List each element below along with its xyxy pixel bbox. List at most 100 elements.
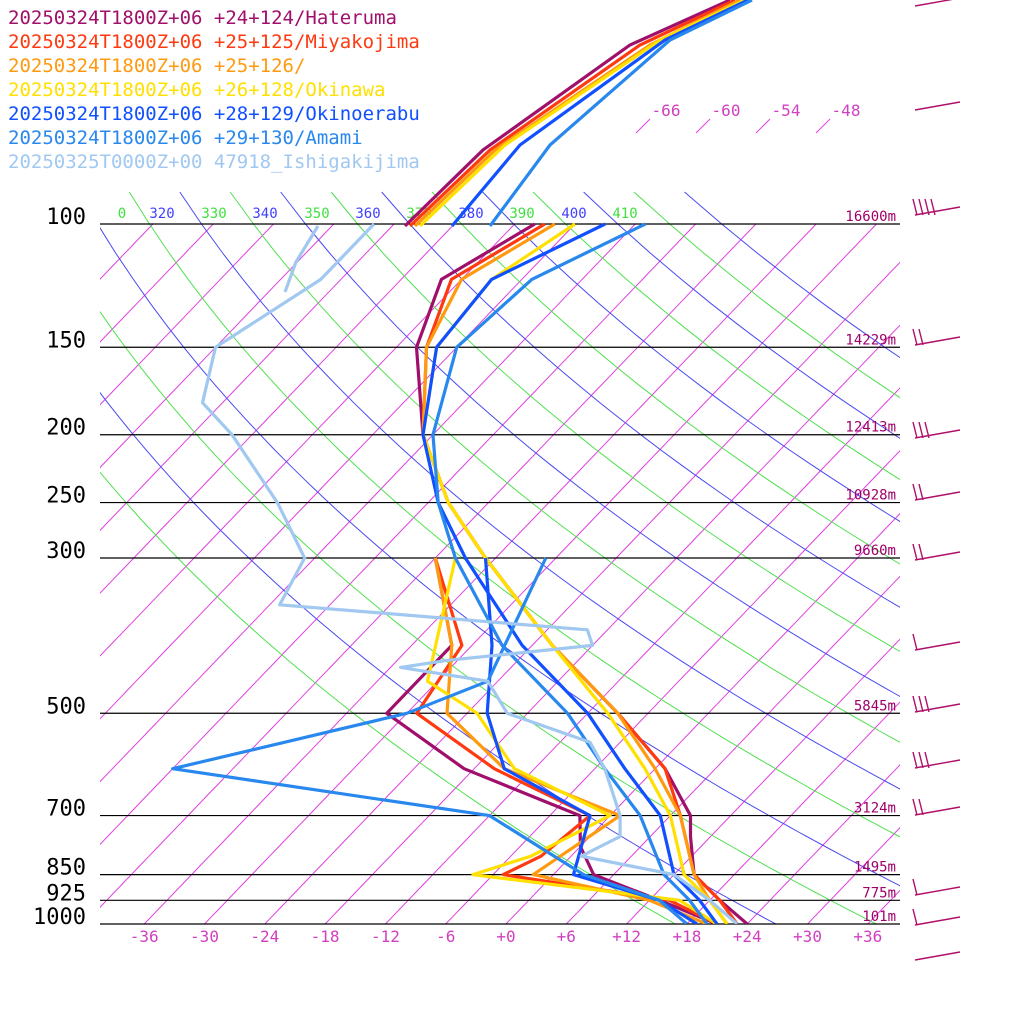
mixing-ratio-tick	[815, 118, 831, 134]
wind-barb	[912, 483, 961, 501]
wind-barb-feather	[918, 751, 924, 769]
ishigaki-upper	[283, 225, 320, 293]
temperature-line-upper	[418, 0, 746, 228]
pressure-label: 200	[46, 416, 86, 441]
dry-adiabat-line	[684, 191, 900, 359]
theta-label: 400	[561, 206, 586, 222]
wind-barb	[912, 878, 961, 896]
temperature-tick-label: -12	[371, 927, 400, 946]
dewpoint-line	[433, 557, 708, 924]
wind-barb	[912, 421, 961, 439]
dewpoint-line	[425, 557, 718, 924]
isotherm-line	[445, 450, 900, 924]
isotherm-line	[100, 223, 576, 720]
isotherm-line	[746, 764, 900, 924]
temperature-tick-label: -18	[311, 927, 340, 946]
wind-barb-feather	[918, 483, 924, 501]
isotherm-line	[807, 826, 900, 924]
isotherm-line	[988, 224, 1024, 924]
mixing-ratio-label: -66	[652, 101, 681, 120]
wind-barb	[914, 951, 961, 961]
temperature-tick-label: +24	[733, 927, 762, 946]
mixing-ratio-label: -60	[712, 101, 741, 120]
temperature-line-upper	[413, 0, 741, 228]
theta-label: 350	[304, 206, 329, 222]
wind-barb-feather	[918, 328, 924, 346]
isotherm-line	[100, 223, 696, 846]
mixing-ratio-tick	[635, 118, 651, 134]
height-label: 16600m	[845, 209, 896, 225]
wind-barb	[914, 0, 953, 7]
pressure-label: 100	[46, 205, 86, 230]
dry-adiabat-line	[381, 191, 900, 608]
series-upper	[283, 0, 753, 293]
legend-entry: 20250324T1800Z+06 +24+124/Hateruma	[8, 7, 397, 29]
temperature-tick-label: -6	[436, 927, 455, 946]
height-label: 101m	[862, 909, 896, 925]
isotherms	[100, 223, 1024, 924]
isotherm-line	[867, 889, 900, 924]
wind-barb-staff	[914, 641, 961, 651]
wind-barb-feather	[912, 908, 918, 926]
dry-adiabat-line	[431, 191, 900, 565]
legend-entry: 20250325T0000Z+00 47918_Ishigakijima	[8, 151, 420, 173]
wind-barb-feather	[912, 198, 918, 216]
dry-adiabat-line	[482, 191, 900, 523]
dry-adiabat-line	[229, 191, 900, 743]
temperature-tick-label: -24	[250, 927, 279, 946]
pressure-label: 300	[46, 539, 86, 564]
height-label: 1495m	[854, 860, 896, 876]
height-label: 3124m	[854, 801, 896, 817]
series-clip	[171, 222, 749, 924]
wind-barb-feather	[912, 328, 918, 346]
pressure-label: 925	[46, 881, 86, 906]
wind-barb-feather	[912, 421, 918, 439]
height-label: 775m	[862, 885, 896, 901]
temperature-tick-label: +0	[496, 927, 515, 946]
temperature-tick-label: +6	[557, 927, 576, 946]
wind-barb	[912, 543, 961, 561]
pressure-label: 700	[46, 797, 86, 822]
wind-barb-feather	[912, 483, 918, 501]
temperature-line	[421, 222, 729, 924]
wind-barb-feather	[924, 751, 930, 769]
pressure-label: 1000	[33, 905, 86, 930]
temperature-line	[414, 222, 749, 924]
height-label: 12413m	[845, 420, 896, 436]
wind-barb-feather	[918, 543, 924, 561]
theta-label: 360	[355, 206, 380, 222]
wind-barb	[912, 328, 961, 346]
wind-barb	[912, 695, 961, 713]
dry-adiabat-line	[100, 471, 677, 924]
mixing-ratio-label: -54	[772, 101, 801, 120]
isotherm-line	[565, 575, 900, 924]
wind-barb-feather	[918, 421, 924, 439]
mixing-ratio-tick	[755, 118, 771, 134]
temperature-tick-label: -36	[130, 927, 159, 946]
wind-barb-staff	[914, 951, 961, 961]
temperature-tick-label: -30	[190, 927, 219, 946]
dry-adiabats	[100, 191, 900, 924]
theta-label: 0	[118, 206, 126, 222]
temperature-line	[421, 222, 719, 924]
wind-barb-staff	[914, 886, 961, 896]
pressure-label: 150	[46, 328, 86, 353]
pressure-label: 500	[46, 694, 86, 719]
legend: 20250324T1800Z+06 +24+124/Hateruma 202503…	[8, 7, 420, 173]
wind-barb	[912, 908, 961, 926]
isotherm-line	[100, 223, 214, 343]
sounding-series	[171, 0, 753, 924]
isotherm-line	[100, 223, 757, 908]
temperature-tick-label: +36	[853, 927, 882, 946]
dewpoint-line	[385, 557, 718, 924]
wind-barb-feather	[924, 421, 930, 439]
height-label: 10928m	[845, 488, 896, 504]
wind-barb-feather	[918, 198, 924, 216]
wind-barb-feather	[912, 633, 918, 651]
wind-barb-feather	[912, 751, 918, 769]
wind-barb	[912, 633, 961, 651]
temperature-line-upper	[450, 0, 749, 228]
temperature-tick-label: +12	[612, 927, 641, 946]
temperature-tick-label: +18	[672, 927, 701, 946]
